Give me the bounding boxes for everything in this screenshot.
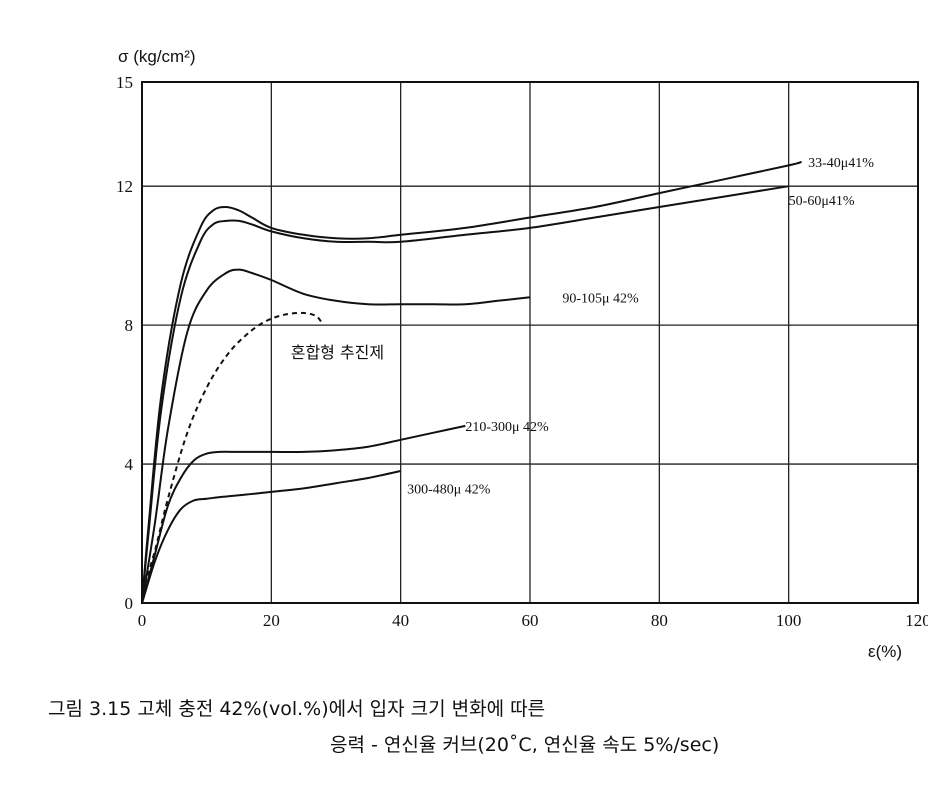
y-tick-label: 0 — [125, 594, 134, 613]
series-line — [141, 268, 531, 604]
x-tick-label: 120 — [905, 611, 928, 630]
series-annotation: 300-480μ 42% — [407, 482, 491, 497]
figure-caption-line-1: 그림 3.15 고체 충전 42%(vol.%)에서 입자 크기 변화에 따른 — [48, 698, 546, 720]
x-tick-label: 0 — [138, 611, 147, 630]
x-tick-label: 20 — [263, 611, 280, 630]
x-tick-label: 100 — [776, 611, 802, 630]
stress-strain-chart: 0 20 40 60 80 100 120 0 4 8 12 15 33-40μ41% 50-60μ4… — [116, 47, 928, 661]
series-annotation: 90-105μ 42% — [562, 291, 639, 306]
grid-lines — [142, 82, 918, 603]
series-annotation: 50-60μ41% — [789, 194, 855, 209]
y-tick-labels: 0 4 8 12 15 — [116, 73, 134, 613]
plot-frame — [141, 81, 919, 604]
y-tick-label: 8 — [125, 316, 134, 335]
x-tick-label: 40 — [392, 611, 409, 630]
series-annotation: 혼합형 추진제 — [291, 343, 384, 362]
y-tick-label: 4 — [125, 455, 134, 474]
x-axis-label: ε(%) — [868, 642, 902, 661]
series-annotations: 33-40μ41% 50-60μ41% 90-105μ 42% 혼합형 추진제 210-… — [291, 156, 875, 497]
x-tick-label: 60 — [522, 611, 539, 630]
series-line — [141, 311, 324, 593]
figure-caption-line-2: 응력 - 연신율 커브(20˚C, 연신율 속도 5%/sec) — [330, 734, 720, 756]
series-line — [141, 424, 466, 604]
series-lines — [141, 160, 802, 604]
x-tick-label: 80 — [651, 611, 668, 630]
series-line — [141, 470, 401, 604]
series-annotation: 210-300μ 42% — [465, 420, 549, 435]
y-tick-label: 15 — [116, 73, 133, 92]
y-tick-label: 12 — [116, 177, 133, 196]
series-line — [141, 160, 802, 604]
series-annotation: 33-40μ41% — [808, 156, 874, 171]
series-line — [141, 185, 789, 604]
y-axis-label: σ (kg/cm²) — [118, 47, 196, 66]
x-tick-labels: 0 20 40 60 80 100 120 — [138, 611, 928, 630]
